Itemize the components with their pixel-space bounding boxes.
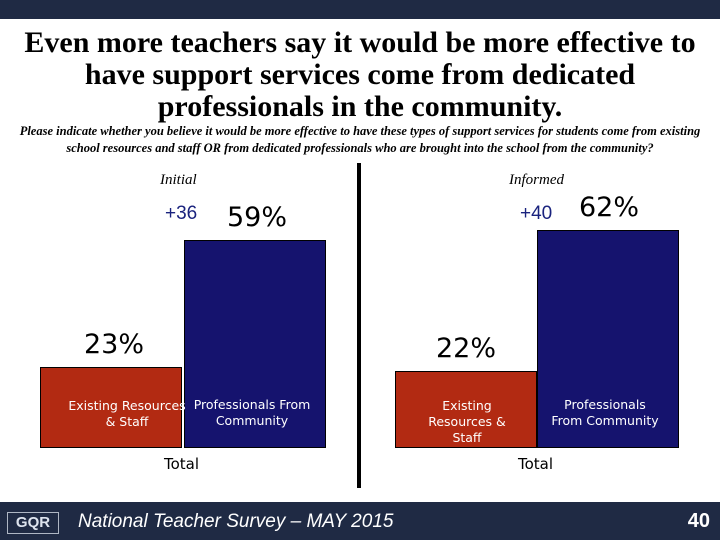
net-difference-initial: +36 [165, 203, 198, 224]
slide-subtitle: Please indicate whether you believe it w… [19, 124, 701, 155]
panel-divider [357, 163, 361, 488]
bar-initial-existing [40, 367, 182, 448]
panel-label-initial: Initial [160, 172, 197, 188]
x-axis-label-initial: Total [164, 455, 200, 473]
value-label-informed-existing: 22% [436, 332, 497, 364]
category-label-initial-existing: Existing Resources & Staff [68, 398, 186, 429]
value-label-informed-professionals: 62% [579, 191, 640, 223]
bar-informed-existing [395, 370, 537, 448]
value-label-initial-existing: 23% [84, 329, 145, 361]
footer-survey-title: National Teacher Survey – MAY 2015 [78, 511, 394, 532]
footer-bar [0, 502, 720, 540]
category-label-informed-existing: Existing Resources & Staff [428, 398, 506, 445]
category-label-initial-professionals: Professionals From Community [193, 397, 311, 428]
page-number: 40 [687, 510, 710, 532]
category-label-informed-professionals: Professionals From Community [551, 397, 659, 428]
company-logo: GQR [7, 512, 59, 534]
net-difference-informed: +40 [520, 203, 553, 224]
slide-title: Even more teachers say it would be more … [24, 26, 696, 123]
panel-label-informed: Informed [509, 172, 564, 188]
value-label-initial-professionals: 59% [227, 202, 288, 234]
x-axis-label-informed: Total [518, 455, 554, 473]
bar-initial-professionals [184, 240, 326, 448]
top-bar [0, 0, 720, 19]
bar-informed-professionals [537, 229, 679, 448]
